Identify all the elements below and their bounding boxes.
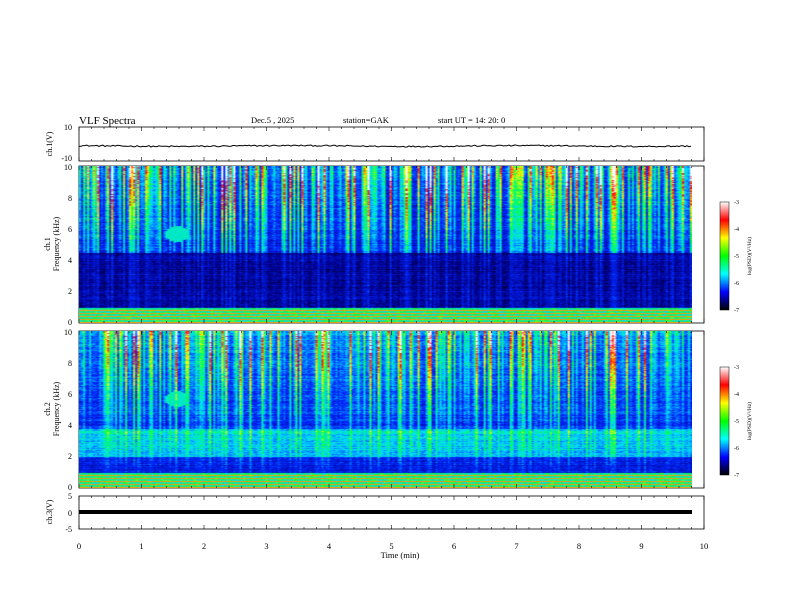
xtick-2: 2 bbox=[202, 541, 206, 551]
ch1-cb-tick-3: -6 bbox=[734, 281, 739, 287]
xaxis-label: Time (min) bbox=[381, 550, 420, 560]
ch2-frequency-ylabel: Frequency (kHz) bbox=[52, 381, 61, 436]
xtick-10: 10 bbox=[700, 541, 709, 551]
xtick-9: 9 bbox=[639, 541, 643, 551]
ch1-waveform-ylabel: ch.1(V) bbox=[45, 131, 54, 156]
ch2-spectrogram-panel: 10 8 6 4 2 0 ch.2 Frequency (kHz) bbox=[43, 328, 705, 492]
ch2-colorbar-label: log(PSD)(V²/Hz) bbox=[746, 402, 753, 440]
ch1-ytick-10: 10 bbox=[64, 163, 72, 172]
ch1-cb-tick-4: -7 bbox=[734, 308, 739, 314]
ch1-colorbar-gradient bbox=[719, 201, 730, 311]
station-label: station=GAK bbox=[343, 115, 390, 125]
ch1-spectrogram-image bbox=[79, 166, 692, 323]
ch1-ytick-0: 0 bbox=[68, 318, 72, 327]
ch1-cb-tick-1: -4 bbox=[734, 227, 739, 233]
ch1-waveform-panel: 10 -10 ch.1(V) bbox=[45, 123, 705, 163]
ch3-ytick-neg5: -5 bbox=[65, 525, 72, 534]
ch1-frequency-ylabel: Frequency (kHz) bbox=[52, 216, 61, 271]
ch1-ytick-8: 8 bbox=[68, 194, 72, 203]
ch3-waveform-trace bbox=[79, 510, 692, 514]
ch2-ytick-0: 0 bbox=[68, 483, 72, 492]
start-time-label: start UT = 14: 20: 0 bbox=[438, 115, 505, 125]
ch2-colorbar: -3 -4 -5 -6 -7 log(PSD)(V²/Hz) bbox=[719, 365, 753, 479]
xtick-1: 1 bbox=[139, 541, 143, 551]
ch1-ytick-4: 4 bbox=[68, 256, 72, 265]
ch2-cb-tick-1: -4 bbox=[734, 392, 739, 398]
ch1-spectrogram-panel: 10 8 6 4 2 0 ch.1 Frequency (kHz) bbox=[43, 163, 705, 327]
time-axis: 0 1 2 3 4 5 6 7 8 9 10 Time (min) bbox=[77, 541, 708, 560]
xtick-8: 8 bbox=[577, 541, 581, 551]
figure-title: VLF Spectra bbox=[79, 115, 136, 127]
ch2-cb-tick-2: -5 bbox=[734, 419, 739, 425]
ch1-waveform-frame bbox=[78, 126, 705, 162]
xtick-6: 6 bbox=[452, 541, 456, 551]
ch1-colorbar: -3 -4 -5 -6 -7 log(PSD)(V²/Hz) bbox=[719, 200, 753, 314]
ch2-ytick-8: 8 bbox=[68, 359, 72, 368]
xtick-3: 3 bbox=[264, 541, 268, 551]
xtick-5: 5 bbox=[389, 541, 393, 551]
ch3-waveform-ylabel: ch.3(V) bbox=[45, 499, 54, 524]
xtick-4: 4 bbox=[327, 541, 332, 551]
ch2-ytick-10: 10 bbox=[64, 328, 72, 337]
ch1-ytick-bottom: -10 bbox=[61, 154, 72, 163]
ch1-waveform-trace bbox=[79, 144, 692, 148]
ch3-ytick-5: 5 bbox=[68, 492, 72, 501]
ch3-ytick-0: 0 bbox=[68, 509, 72, 518]
ch2-spectrogram-image bbox=[79, 331, 692, 488]
ch1-cb-tick-0: -3 bbox=[734, 200, 739, 206]
ch2-ytick-4: 4 bbox=[68, 421, 72, 430]
ch1-cb-tick-2: -5 bbox=[734, 254, 739, 260]
ch2-colorbar-gradient bbox=[719, 366, 730, 476]
ch1-ytick-2: 2 bbox=[68, 287, 72, 296]
ch1-ytick-top: 10 bbox=[64, 123, 72, 132]
date-label: Dec.5 , 2025 bbox=[251, 115, 294, 125]
ch2-spectrogram-ylabel: ch.2 bbox=[43, 402, 52, 416]
ch1-spectrogram-ylabel: ch.1 bbox=[43, 237, 52, 251]
ch1-colorbar-label: log(PSD)(V²/Hz) bbox=[746, 237, 753, 275]
ch2-cb-tick-0: -3 bbox=[734, 365, 739, 371]
ch2-cb-tick-3: -6 bbox=[734, 446, 739, 452]
ch2-ytick-6: 6 bbox=[68, 390, 72, 399]
ch2-cb-tick-4: -7 bbox=[734, 473, 739, 479]
ch1-ytick-6: 6 bbox=[68, 225, 72, 234]
xtick-0: 0 bbox=[77, 541, 81, 551]
ch3-waveform-panel: 5 0 -5 ch.3(V) bbox=[45, 492, 705, 534]
tick-marks bbox=[78, 127, 705, 529]
xtick-7: 7 bbox=[514, 541, 518, 551]
ch2-ytick-2: 2 bbox=[68, 452, 72, 461]
